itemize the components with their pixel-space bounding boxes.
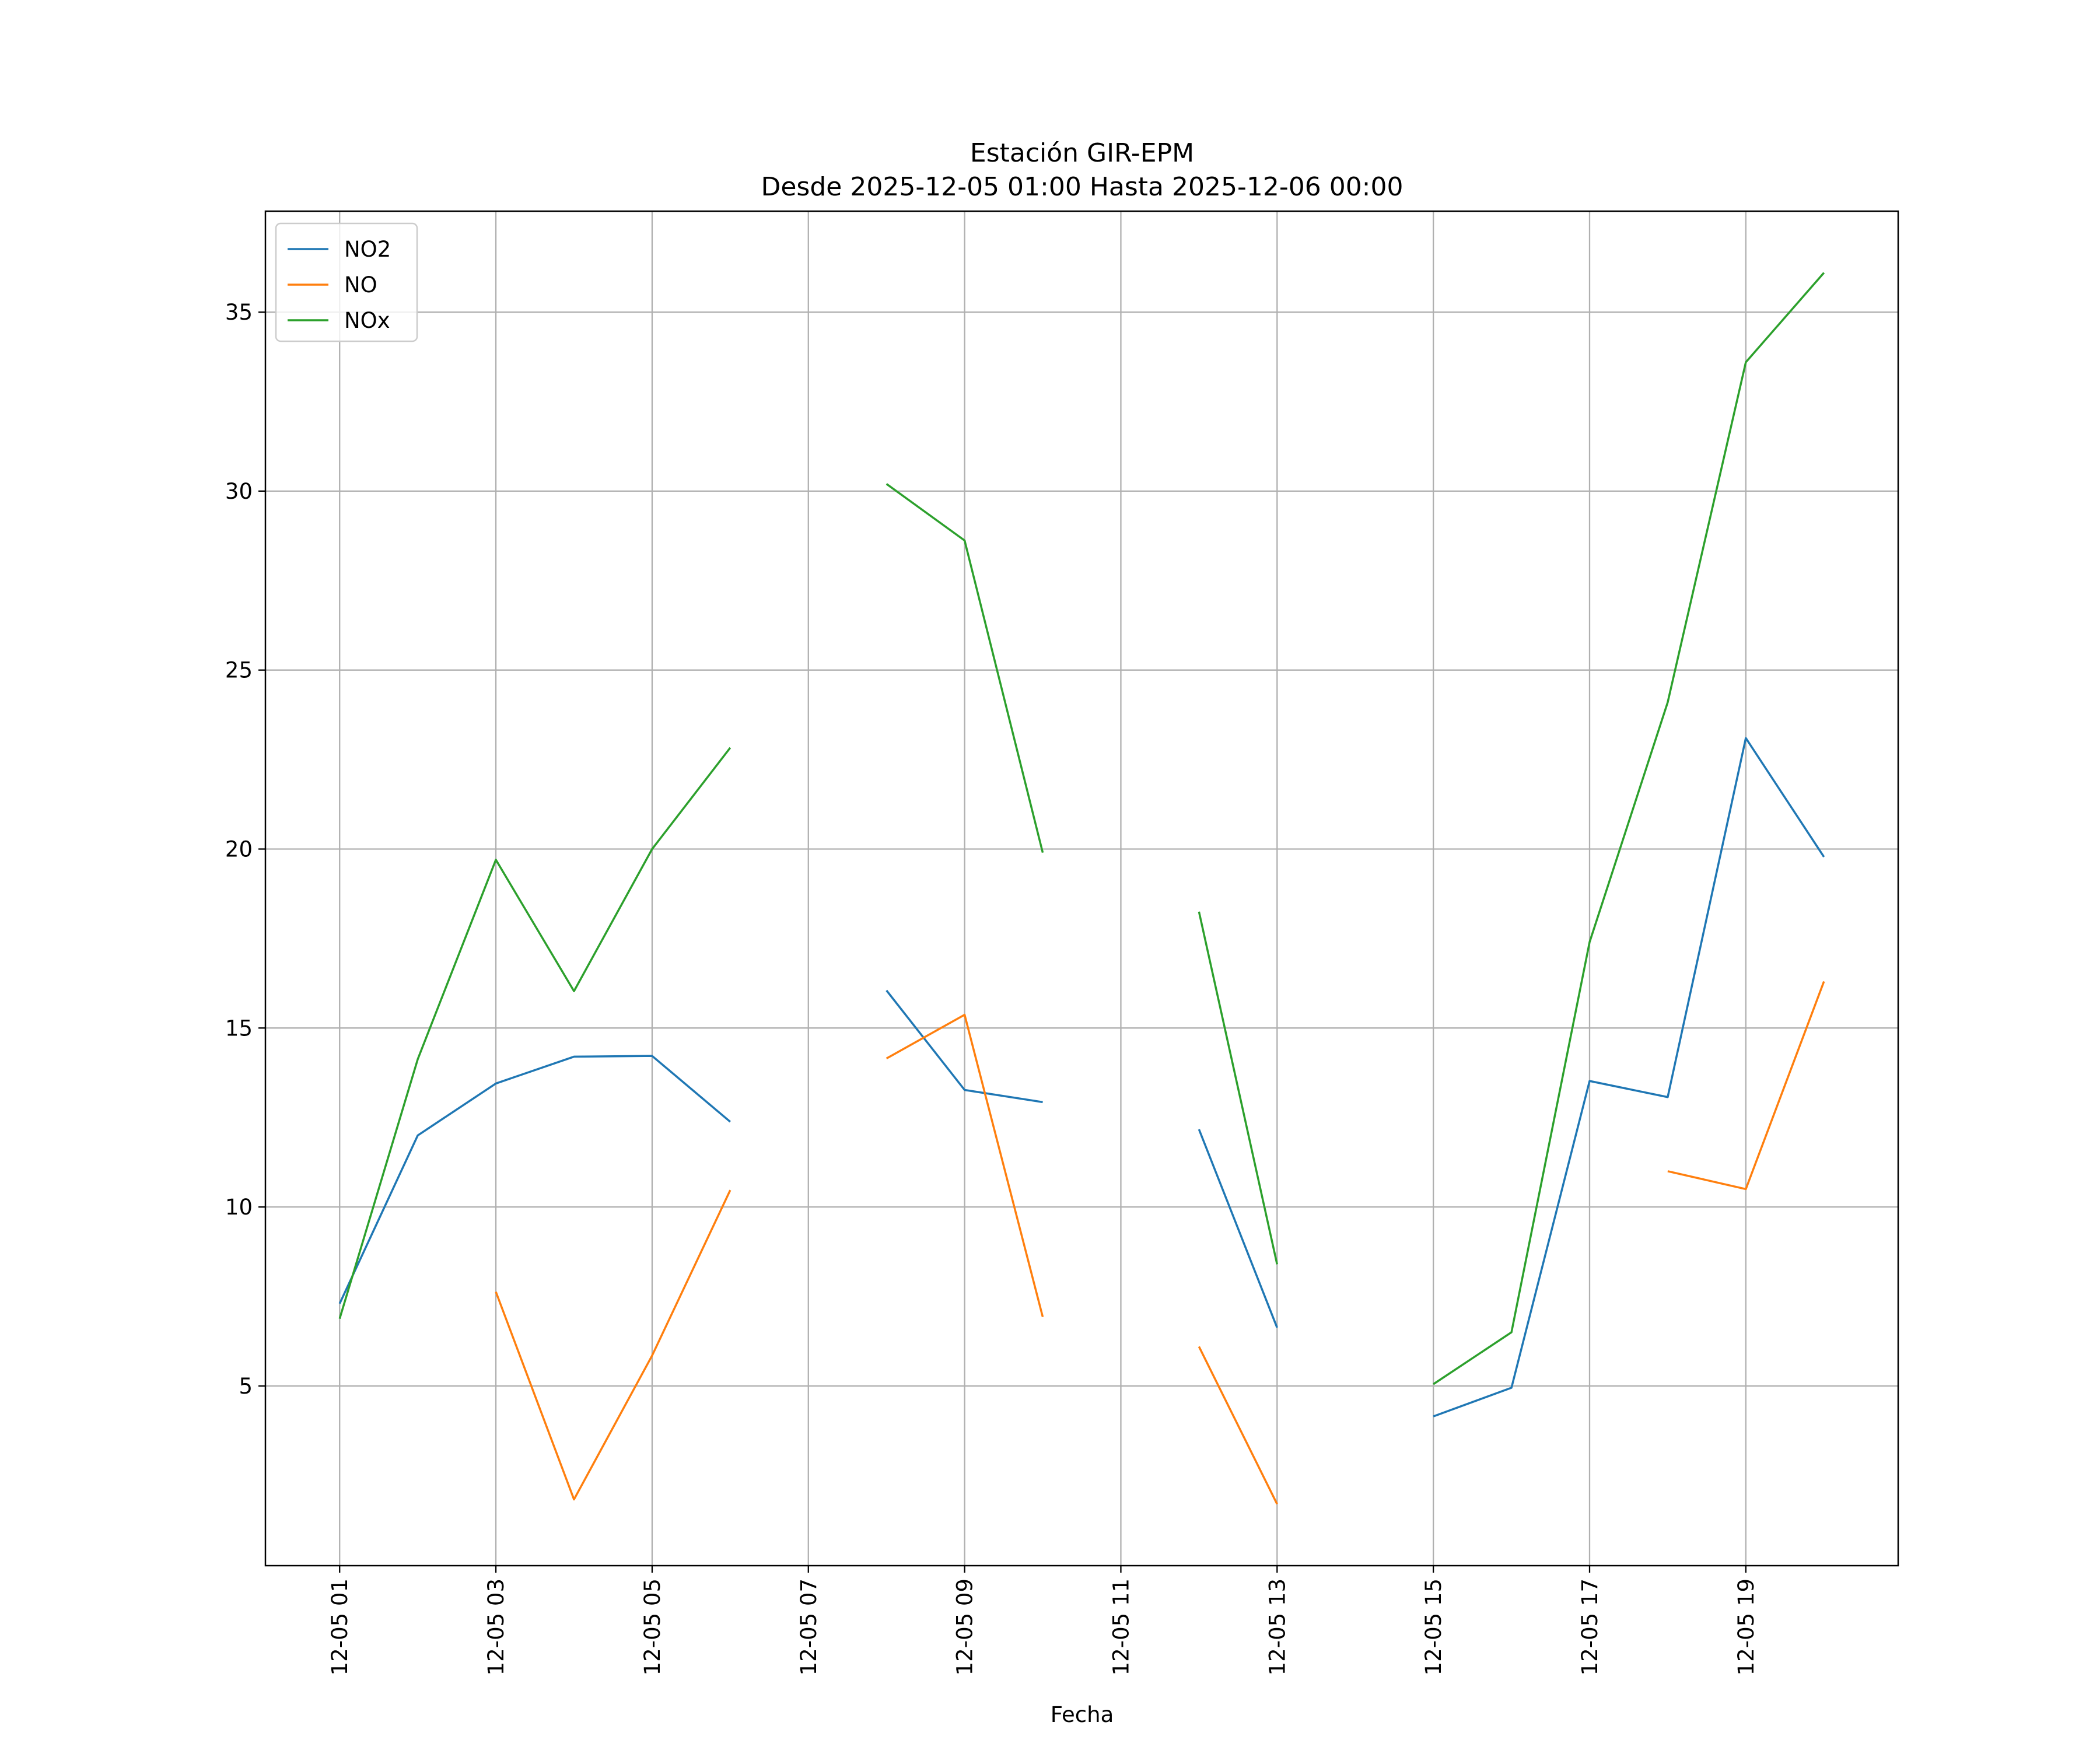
y-tick-label: 10 [225, 1195, 253, 1220]
series-line-no2 [886, 989, 1043, 1104]
x-tick-label: 12-05 11 [1108, 1578, 1133, 1675]
legend-box [275, 222, 418, 342]
x-tick-label: 12-05 13 [1265, 1578, 1290, 1675]
legend-label-no: NO [344, 272, 377, 298]
series-line-nox [1198, 911, 1279, 1265]
x-tick-label: 12-05 09 [953, 1578, 978, 1675]
x-tick-label: 12-05 15 [1421, 1578, 1446, 1675]
x-tick-label: 12-05 01 [327, 1578, 352, 1675]
legend: NO2 NO NOx [275, 222, 418, 342]
x-axis-label: Fecha [1051, 1702, 1114, 1727]
grid [265, 211, 1898, 1566]
series-line-nox [886, 483, 1044, 853]
series-line-no2 [338, 1055, 731, 1304]
x-tick-label: 12-05 05 [640, 1578, 665, 1675]
series-line-nox [1433, 272, 1825, 1385]
x-tick-label: 12-05 03 [484, 1578, 509, 1675]
y-tick-label: 5 [239, 1374, 253, 1399]
series-lines [338, 272, 1825, 1505]
y-tick-label: 25 [225, 658, 253, 683]
axis-ticks: 12-05 01 12-05 03 12-05 05 12-05 07 12-05 09… [225, 300, 1759, 1675]
y-tick-label: 35 [225, 300, 253, 325]
chart-subtitle: Desde 2025-12-05 01:00 Hasta 2025-12-06 … [761, 172, 1403, 202]
x-tick-label: 12-05 07 [796, 1578, 821, 1675]
series-line-no [1667, 981, 1825, 1191]
series-line-no [1198, 1346, 1278, 1505]
plot-frame [264, 210, 1899, 1567]
x-tick-label: 12-05 17 [1577, 1578, 1602, 1675]
chart-title: Estación GIR-EPM [970, 138, 1194, 168]
y-tick-label: 30 [225, 479, 253, 504]
legend-label-no2: NO2 [344, 237, 391, 262]
series-line-nox [338, 747, 732, 1320]
y-tick-label: 20 [225, 837, 253, 862]
legend-label-nox: NOx [344, 308, 390, 333]
y-tick-label: 15 [225, 1016, 253, 1041]
series-line-no2 [1198, 1129, 1278, 1328]
series-line-no [495, 1189, 732, 1501]
x-tick-label: 12-05 19 [1734, 1578, 1759, 1675]
series-line-no2 [1433, 737, 1825, 1418]
series-line-no [886, 1013, 1044, 1317]
